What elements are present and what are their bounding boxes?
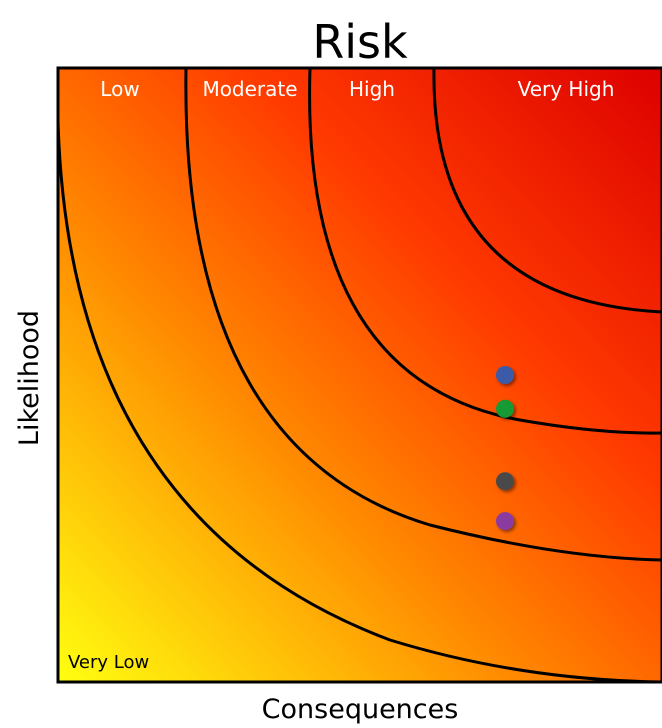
risk-point-1: [496, 366, 514, 384]
plot-frame: [56, 66, 662, 684]
boundary-low-moderate: [184, 67, 662, 562]
boundary-moderate-high: [308, 67, 662, 435]
zone-label-high: High: [349, 77, 395, 101]
risk-point-4: [496, 512, 514, 531]
y-axis-label: Likelihood: [14, 310, 45, 446]
boundary-very-low-low: [56, 121, 662, 684]
x-axis-label: Consequences: [262, 694, 459, 725]
risk-point-3: [496, 472, 514, 491]
risk-gradient-background: [58, 68, 662, 682]
zone-label-very-high: Very High: [518, 77, 615, 101]
risk-point-2: [496, 399, 514, 418]
plot-area: Low Moderate High Very High Very Low: [56, 66, 662, 684]
chart-title: Risk: [312, 15, 408, 69]
zone-label-low: Low: [100, 77, 139, 101]
zone-label-very-low: Very Low: [68, 652, 149, 673]
zone-label-moderate: Moderate: [202, 77, 297, 101]
risk-points-group: [496, 366, 514, 531]
boundary-high-very-high: [432, 67, 662, 314]
